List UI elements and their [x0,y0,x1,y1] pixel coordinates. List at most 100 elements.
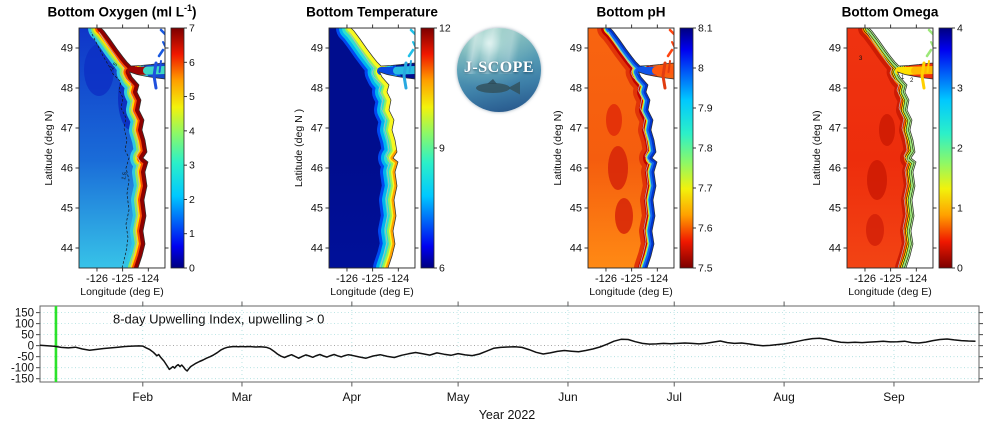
y-tick-label: 0 [28,340,34,352]
contour-label: 1.5 [121,172,128,181]
colorbar-tick-label: 7.8 [698,143,713,155]
lat-tick-label: 47 [61,123,73,135]
colorbar-tick-label: 8.1 [698,23,713,35]
lat-tick-label: 45 [311,203,323,215]
lat-tick-label: 49 [829,43,841,55]
panel-title-ph: Bottom pH [596,4,666,20]
panel-title-oxygen: Bottom Oxygen (ml L-1) [47,3,197,20]
map-area [329,28,415,268]
puget-sound-water [158,60,162,73]
month-label: Sep [883,390,905,404]
y-tick-label: -150 [11,373,34,385]
map-panel-ph: Bottom pH Latitude (deg N) 49 48 47 46 45 44-… [543,0,719,300]
colorbar-tick-label: 1 [189,228,195,240]
inland-channel-water [925,48,933,58]
puget-sound-water [408,60,412,73]
colorbar-tick-label: 1 [957,203,963,215]
colorbar [170,27,185,269]
x-axis-label: Longitude (deg E) [80,286,164,298]
lon-tick-label: -125 [362,273,384,285]
map-panel-omega: Bottom Omega Latitude (deg N) 1 2 3 49 48 47 4… [802,0,978,300]
lon-tick-label: -126 [854,273,876,285]
lon-tick-label: -126 [336,273,358,285]
panel-title-temperature: Bottom Temperature [306,4,438,20]
lat-tick-label: 45 [61,203,73,215]
oxygen-1.5-contour [90,31,130,268]
map-area [588,28,674,268]
light-rays-decoration [457,28,541,75]
colorbar-tick-label: 7.9 [698,103,713,115]
land-vancouver-island [609,28,674,67]
water-mass-patch [606,104,622,136]
contour-label: 3 [859,56,863,62]
lat-tick-label: 49 [570,43,582,55]
contour-label: 1 [901,75,905,81]
lat-tick-label: 44 [311,243,323,255]
y-tick-label: 150 [15,307,34,319]
water-mass-patch [615,198,633,234]
map-oxygen: 1.5 1.5 49 48 47 46 45 44 -126 -125 -124 0 1 2 3 4 5 6 7 [39,18,209,290]
lat-tick-label: 48 [829,83,841,95]
lat-tick-label: 49 [61,43,73,55]
water-mass-patch [879,114,895,146]
land-mainland [378,71,415,268]
upwelling-line [39,337,976,372]
lat-tick-label: 46 [311,163,323,175]
puget-sound-water [661,61,667,90]
inland-channel-water [668,28,674,36]
colorbar [420,27,435,269]
land-vancouver-island [868,28,933,67]
lon-tick-label: -125 [112,273,134,285]
colorbar-tick-label: 9 [439,143,445,155]
jscope-logo: J-SCOPE [457,28,541,112]
land-vancouver-island [350,28,415,67]
map-area: 1 2 3 [847,28,933,268]
shelf-break-contour [348,31,391,268]
y-tick-label: 100 [15,318,34,330]
lon-tick-label: -124 [387,273,409,285]
contour-label: 2 [910,78,914,84]
colorbar-tick-label: 0 [957,263,963,275]
colorbar [938,27,953,269]
colorbar-tick-label: 5 [189,91,195,103]
lon-tick-label: -124 [905,273,927,285]
puget-sound-water [920,61,926,90]
lat-tick-label: 45 [829,203,841,215]
lat-tick-label: 48 [311,83,323,95]
lon-tick-label: -126 [595,273,617,285]
inland-channel-water [157,48,165,58]
month-label: Jul [667,390,682,404]
shelf-break-contour [866,31,909,268]
shelf-break-contour [607,31,650,268]
colorbar-tick-label: 7.5 [698,263,713,275]
land-mainland [128,71,165,268]
colorbar-tick-label: 3 [189,160,195,172]
colorbar-tick-label: 6 [439,263,445,275]
inland-channel-water [666,48,674,58]
fish-icon [476,79,520,95]
lat-tick-label: 46 [61,163,73,175]
panel-title-omega: Bottom Omega [841,4,939,20]
month-label: Aug [773,390,794,404]
land-mainland [637,71,674,268]
puget-sound-water [402,61,408,90]
lat-tick-label: 44 [61,243,73,255]
land-mainland [896,71,933,268]
water-mass-patch [84,44,114,96]
map-ph: 49 48 47 46 45 44 -126 -125 -124 7.5 7.6 7.7 7.8 7.9 8… [548,18,718,290]
map-panel-temperature: Bottom Temperature Latitude (deg N ) 49 4… [284,0,460,300]
water-mass-patch [867,160,887,200]
puget-sound-water [926,60,930,73]
lon-tick-label: -124 [137,273,159,285]
map-border [587,27,675,269]
lat-tick-label: 46 [829,163,841,175]
colorbar-tick-label: 3 [957,83,963,95]
colorbar-tick-label: 2 [957,143,963,155]
upwelling-index-chart: Feb Mar Apr May Jun Jul Aug Sep 150 100 50 0 -50 -100… [0,300,1000,430]
x-axis-label: Longitude (deg E) [589,286,673,298]
map-border [78,27,166,269]
lon-tick-label: -124 [646,273,668,285]
lat-tick-label: 44 [829,243,841,255]
